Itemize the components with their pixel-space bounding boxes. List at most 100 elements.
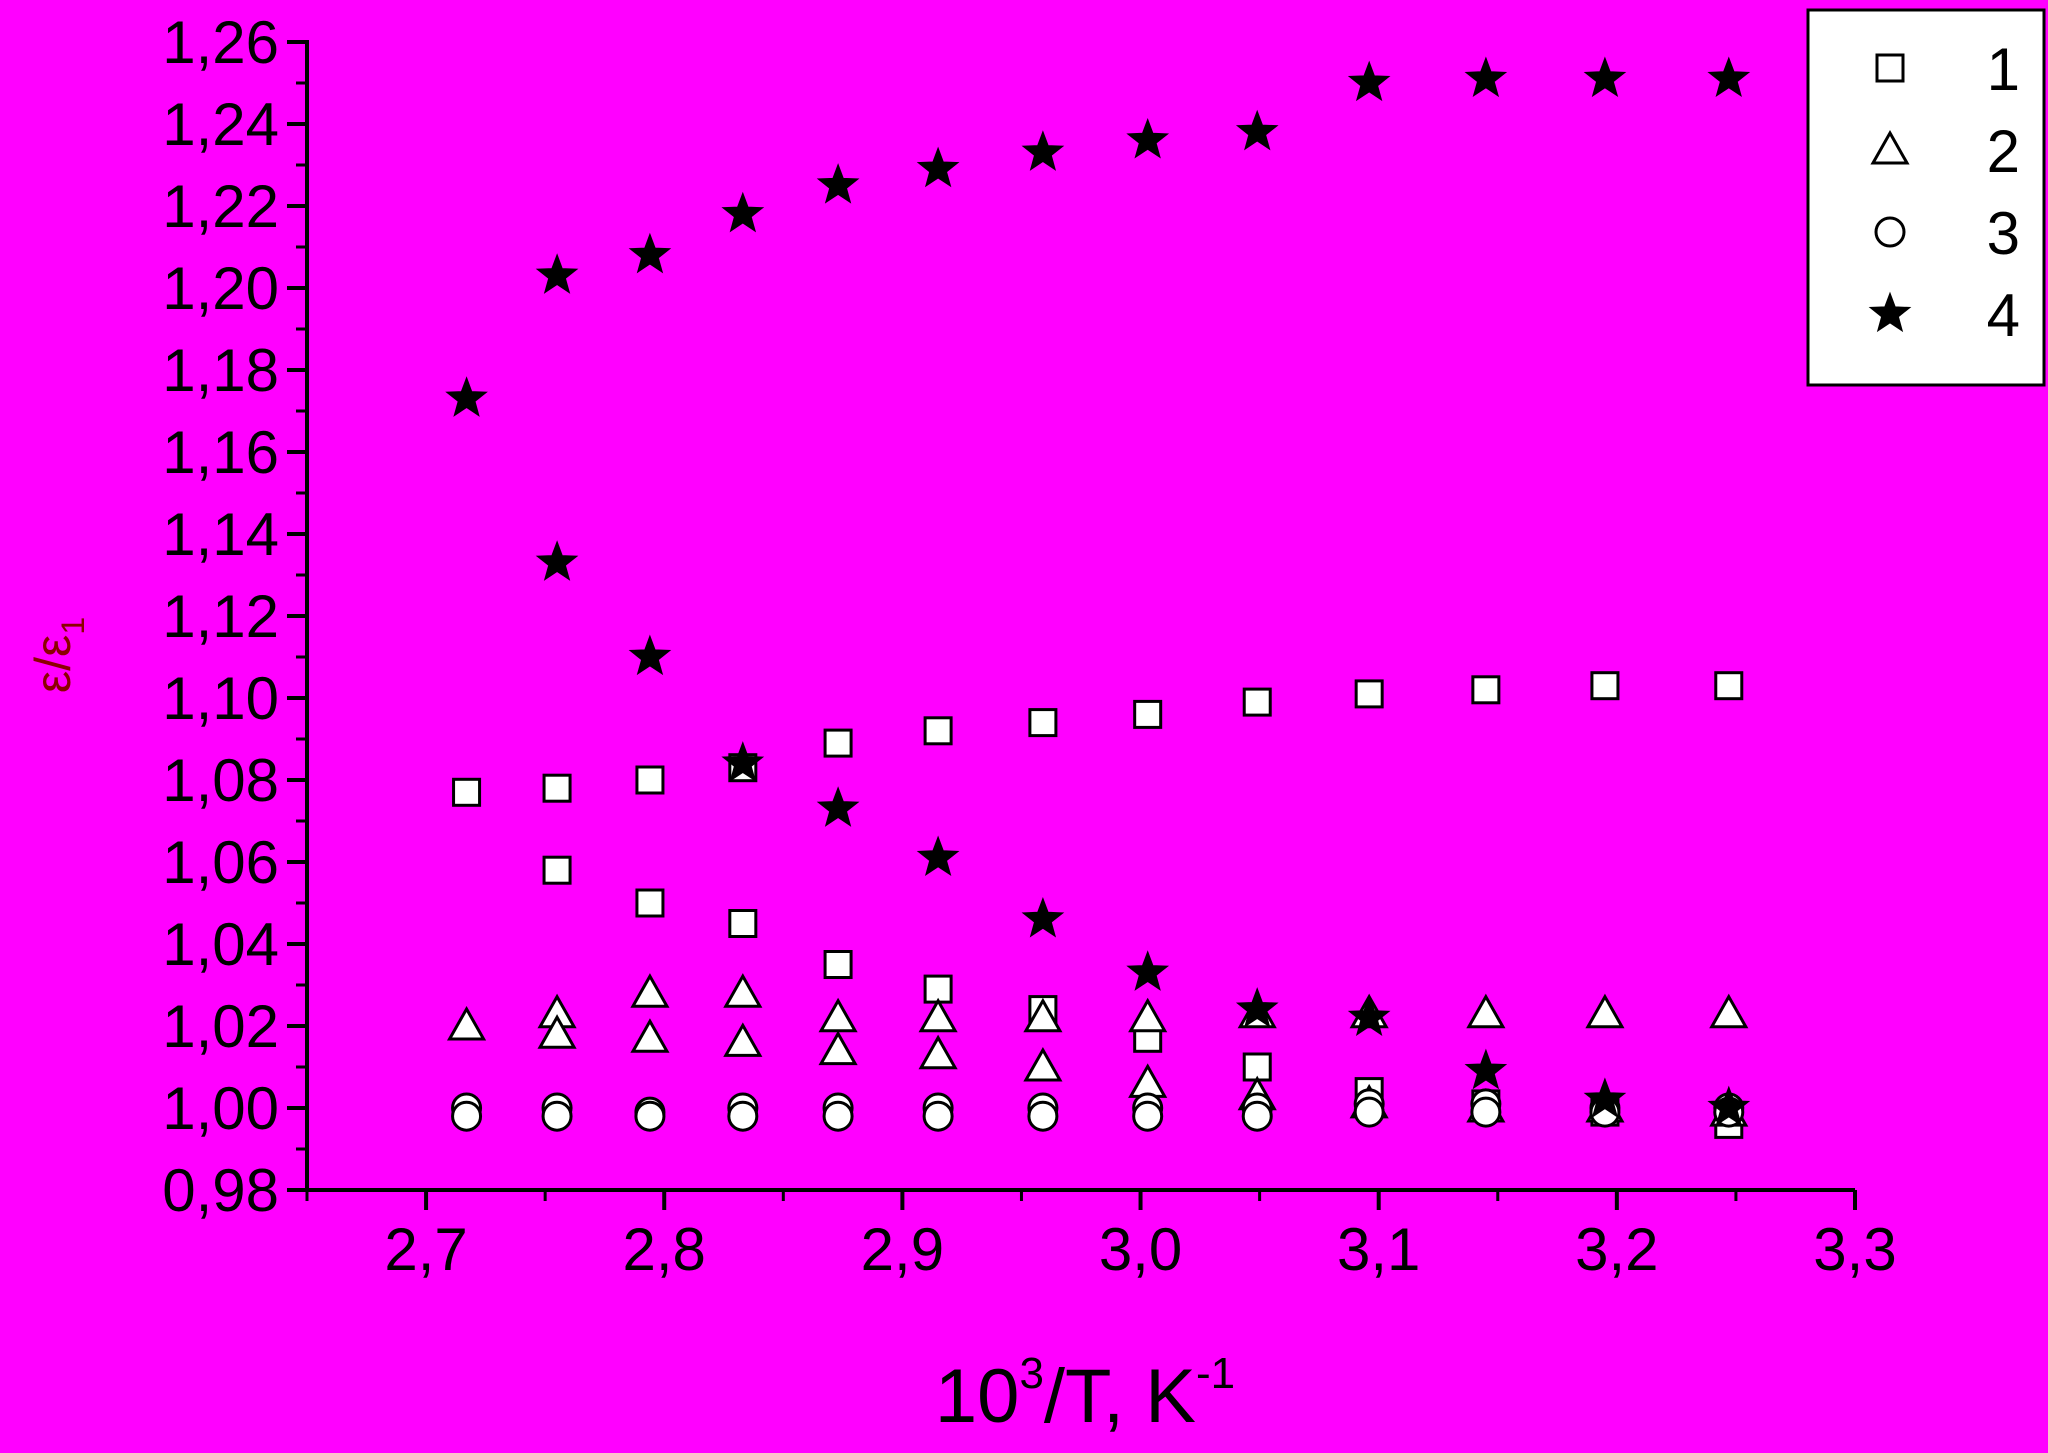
y-tick-label: 1,18 xyxy=(162,337,279,404)
legend-marker-triangle xyxy=(1870,129,1910,165)
data-point-triangle xyxy=(1023,1046,1063,1082)
x-tick-label: 2,7 xyxy=(384,1216,467,1283)
data-point-star xyxy=(1707,56,1751,98)
data-point-star xyxy=(1347,60,1391,102)
data-point-star xyxy=(1464,1048,1508,1090)
y-tick-label: 1,26 xyxy=(162,9,279,76)
data-point-triangle xyxy=(723,1022,763,1057)
data-point-triangle xyxy=(1585,993,1625,1029)
data-point-star xyxy=(1021,896,1065,938)
data-point-square xyxy=(1714,671,1744,701)
y-axis-title-main: ε/ε xyxy=(25,635,81,693)
data-point-star xyxy=(1707,1085,1751,1127)
x-tick-label: 3,1 xyxy=(1337,1216,1420,1283)
data-point-star xyxy=(1347,995,1391,1036)
data-point-square xyxy=(823,950,853,979)
data-point-triangle xyxy=(1466,993,1506,1029)
data-point-star xyxy=(816,786,860,827)
data-point-circle xyxy=(1132,1100,1164,1132)
data-point-square xyxy=(452,777,482,807)
series-1 xyxy=(452,671,1744,1139)
data-point-star xyxy=(628,232,672,274)
data-point-square xyxy=(1133,699,1163,729)
legend-marker-circle xyxy=(1874,216,1906,248)
data-point-circle xyxy=(634,1100,666,1132)
data-point-star xyxy=(535,540,579,581)
data-point-star xyxy=(535,253,579,294)
data-point-star xyxy=(1583,1077,1627,1118)
legend-label: 3 xyxy=(1987,200,2020,267)
y-tick-label: 1,06 xyxy=(162,829,279,896)
data-point-triangle xyxy=(1023,997,1063,1033)
data-point-triangle xyxy=(818,1030,858,1066)
data-point-square xyxy=(1242,687,1272,717)
data-point-star xyxy=(816,163,860,204)
data-point-circle xyxy=(727,1100,759,1132)
x-axis-title-base: 10 xyxy=(935,1354,1020,1439)
y-tick-label: 1,00 xyxy=(162,1075,279,1142)
x-axis-title-sup: 3 xyxy=(1019,1349,1043,1398)
y-tick-label: 0,98 xyxy=(162,1157,279,1224)
data-point-triangle xyxy=(630,1018,670,1053)
data-point-star xyxy=(1126,950,1170,991)
x-axis-title: 103/T, K-1 xyxy=(935,1349,1235,1439)
legend: 1 2 3 4 xyxy=(1806,8,2046,387)
data-points xyxy=(445,56,1751,1139)
x-tick-label: 3,0 xyxy=(1099,1216,1182,1283)
data-point-star xyxy=(1235,109,1279,151)
data-point-triangle xyxy=(918,1034,958,1070)
data-point-circle xyxy=(541,1100,573,1132)
data-point-star xyxy=(916,835,960,877)
data-point-square xyxy=(1590,671,1620,701)
data-point-star xyxy=(628,634,672,676)
data-point-star xyxy=(1021,130,1065,171)
data-point-square xyxy=(1028,708,1058,738)
data-point-star xyxy=(1583,56,1627,98)
data-point-star xyxy=(721,191,765,233)
data-point-square xyxy=(728,909,758,938)
data-point-star xyxy=(1235,987,1279,1028)
series-4 xyxy=(445,56,1751,1127)
y-tick-label: 1,20 xyxy=(162,255,279,322)
legend-box xyxy=(1806,8,2046,387)
legend-marker-star xyxy=(1868,291,1912,333)
data-point-square xyxy=(1471,675,1501,705)
y-tick-label: 1,10 xyxy=(162,665,279,732)
data-point-triangle xyxy=(1128,1063,1168,1098)
data-point-star xyxy=(445,376,488,417)
data-point-star xyxy=(1126,117,1170,159)
data-point-triangle xyxy=(537,1014,577,1049)
x-tick-label: 3,3 xyxy=(1813,1216,1896,1283)
x-axis-title-rest: /T, K xyxy=(1044,1354,1196,1439)
data-point-star xyxy=(916,146,960,188)
data-point-triangle xyxy=(1709,993,1749,1029)
data-point-triangle xyxy=(630,973,670,1008)
data-point-circle xyxy=(1241,1100,1273,1132)
data-point-triangle xyxy=(918,997,958,1033)
series-3 xyxy=(451,1088,1745,1132)
data-point-square xyxy=(1354,679,1384,709)
y-tick-label: 1,08 xyxy=(162,747,279,814)
x-tick-label: 3,2 xyxy=(1575,1216,1658,1283)
y-axis-title-sub: 1 xyxy=(55,617,91,635)
x-tick-label: 2,8 xyxy=(623,1216,706,1283)
data-point-square xyxy=(635,888,665,918)
data-point-triangle xyxy=(1128,997,1168,1033)
y-tick-label: 1,04 xyxy=(162,911,279,978)
legend-marker-square xyxy=(1875,53,1905,83)
data-point-square xyxy=(923,716,953,746)
data-point-triangle xyxy=(818,997,858,1033)
y-tick-label: 1,02 xyxy=(162,993,279,1060)
x-axis-ticks: 2,7 2,8 2,9 3,0 3,1 3,2 3,3 xyxy=(305,1190,1897,1283)
y-axis-title: ε/ε1 xyxy=(25,617,91,693)
legend-label: 4 xyxy=(1987,282,2020,349)
data-point-square xyxy=(635,765,665,795)
plot-axes xyxy=(305,40,1855,1192)
data-point-triangle xyxy=(446,1005,487,1041)
x-axis-title-sup2: -1 xyxy=(1196,1349,1235,1398)
data-point-square xyxy=(823,728,853,758)
data-point-circle xyxy=(1470,1096,1502,1128)
data-point-square xyxy=(542,855,572,885)
data-point-circle xyxy=(1027,1100,1059,1132)
